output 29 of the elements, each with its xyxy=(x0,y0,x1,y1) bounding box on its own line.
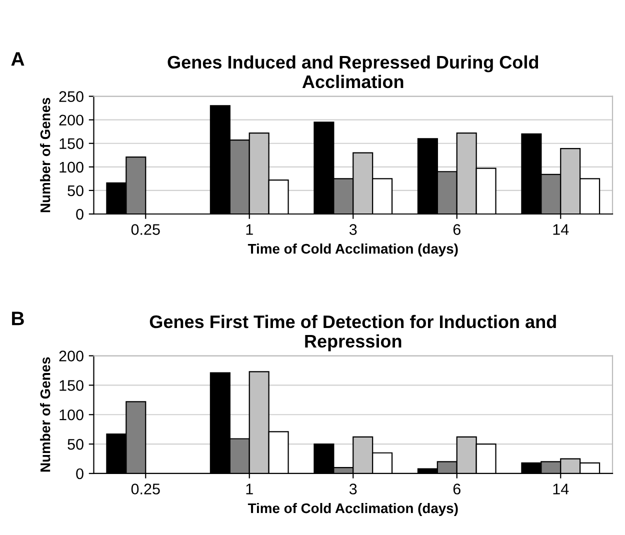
y-tick-label: 50 xyxy=(68,438,84,450)
y-tick-label: 250 xyxy=(59,91,84,102)
y-tick-label: 100 xyxy=(60,162,84,173)
x-axis-title: Time of Cold Acclimation (days) xyxy=(248,502,458,516)
chart-title: Genes First Time of Detection for Induction and Repression xyxy=(150,314,556,352)
text: A xyxy=(11,52,24,66)
chart-title: Genes Induced and Repressed During Cold Acclimation xyxy=(168,55,538,88)
y-axis-title: Number of Genes xyxy=(40,98,50,212)
x-tick-label: 14 xyxy=(553,224,569,235)
y-axis-title: Number of Genes xyxy=(40,357,50,472)
y-tick-label: 200 xyxy=(59,114,84,126)
x-tick-label: 14 xyxy=(553,484,569,494)
x-tick-label: 1 xyxy=(246,224,253,235)
x-tick-label: 0.25 xyxy=(131,224,160,235)
y-tick-label: 50 xyxy=(68,185,84,196)
x-tick-label: 3 xyxy=(349,224,357,235)
x-axis-title: Time of Cold Acclimation (days) xyxy=(248,244,458,256)
y-tick-label: 200 xyxy=(59,350,84,362)
y-tick-label: 100 xyxy=(60,409,84,420)
x-tick-label: 1 xyxy=(246,484,253,494)
y-tick-label: 150 xyxy=(60,138,84,150)
x-tick-label: 0.25 xyxy=(131,484,160,494)
x-tick-label: 3 xyxy=(349,484,357,494)
y-tick-label: 150 xyxy=(60,380,84,391)
y-tick-label: 0 xyxy=(76,468,84,480)
y-tick-label: 0 xyxy=(76,208,84,220)
x-tick-label: 6 xyxy=(453,224,460,235)
text: B xyxy=(12,312,24,326)
x-tick-label: 6 xyxy=(453,484,460,494)
